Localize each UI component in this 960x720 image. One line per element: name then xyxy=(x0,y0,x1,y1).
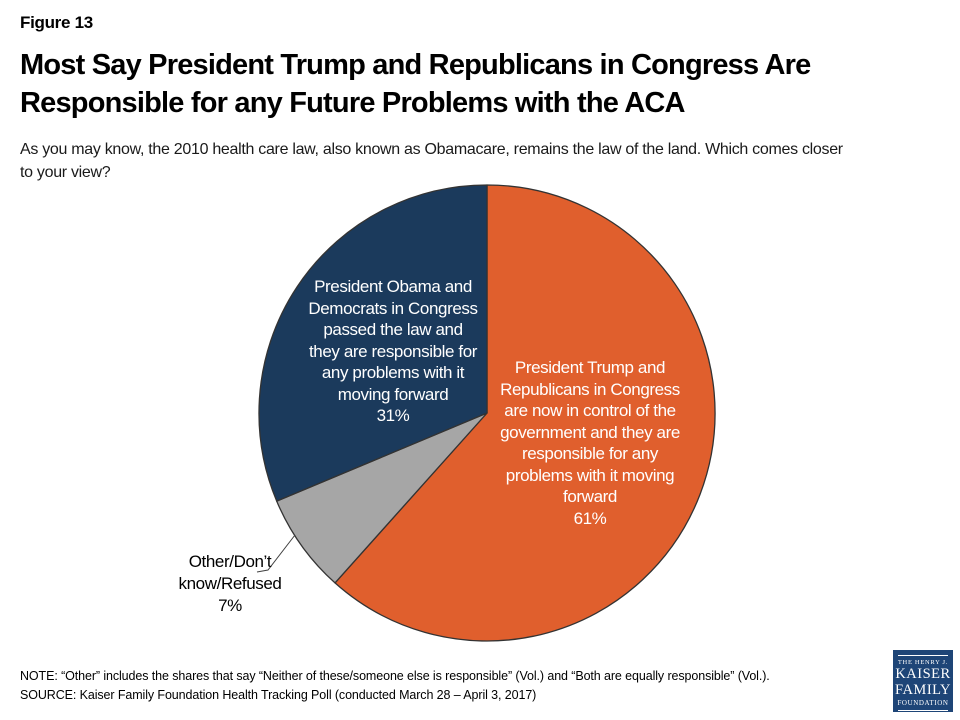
pie-label-trump-republicans: President Trump and Republicans in Congr… xyxy=(500,358,680,528)
pie-slice-other-dont-know-refused xyxy=(276,412,488,584)
figure-label: Figure 13 xyxy=(20,13,93,32)
logo-top-rule xyxy=(898,655,948,656)
pie-slice-trump-republicans xyxy=(334,184,716,642)
logo-line-kaiser: KAISER xyxy=(895,666,951,682)
logo-bottom-rule xyxy=(898,709,948,711)
pie-slices xyxy=(258,184,716,642)
pie-label-obama-democrats: President Obama and Democrats in Congres… xyxy=(308,277,478,425)
note-text: NOTE: “Other” includes the shares that s… xyxy=(20,669,770,683)
survey-question-subtitle: As you may know, the 2010 health care la… xyxy=(20,141,843,181)
logo-line-henry-j: THE HENRY J. xyxy=(897,658,949,666)
page-title: Most Say President Trump and Republicans… xyxy=(20,49,811,119)
logo-line-family: FAMILY xyxy=(894,681,952,698)
pie-label-other-dont-know-refused: Other/Don’t know/Refused 7% xyxy=(178,552,282,615)
kff-foundation-logo: THE HENRY J. KAISER FAMILY FOUNDATION xyxy=(893,650,953,712)
pie-slice-obama-democrats xyxy=(258,184,488,502)
other-label-leader-line xyxy=(256,534,296,573)
logo-line-foundation: FOUNDATION xyxy=(897,698,949,707)
source-text: SOURCE: Kaiser Family Foundation Health … xyxy=(20,688,537,702)
